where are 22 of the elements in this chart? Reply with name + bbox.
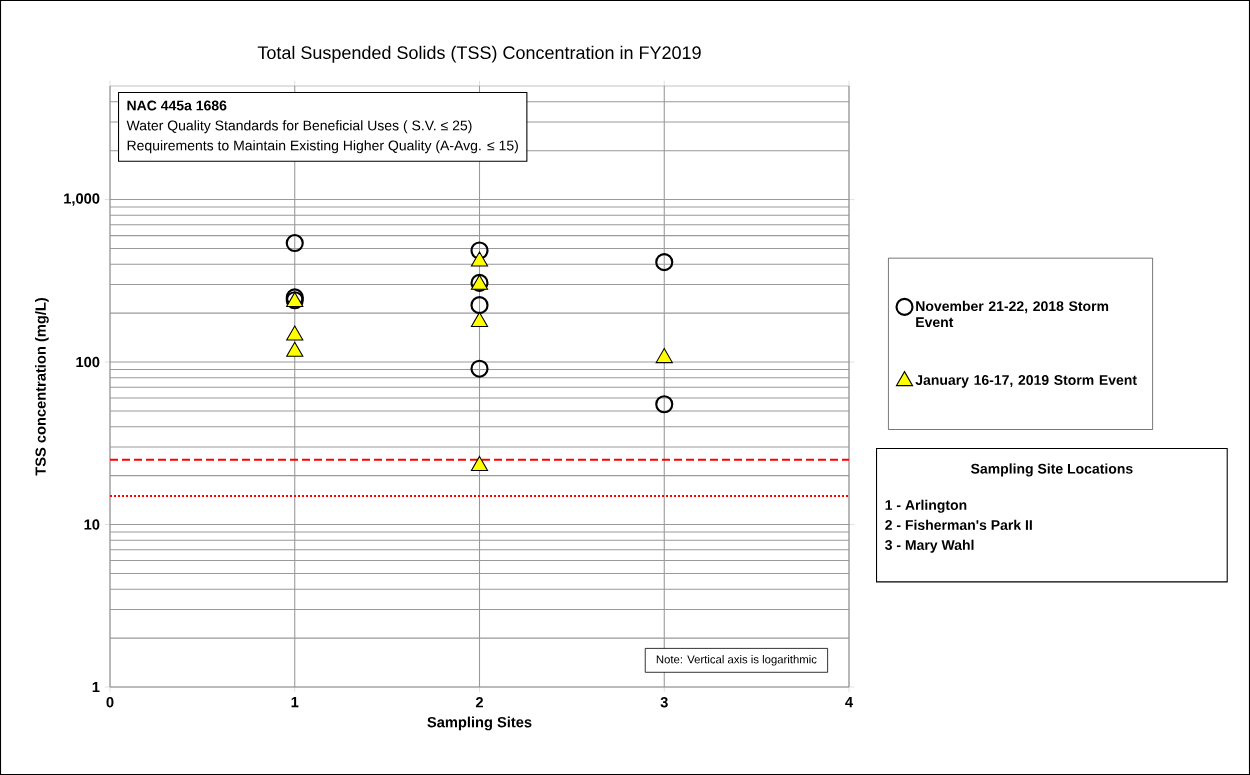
- y-axis-title: TSS concentration (mg/L): [35, 298, 49, 476]
- legend-label: November 21-22, 2018 Storm Event: [916, 300, 1109, 328]
- text: Sampling Site Locations: [970, 463, 1133, 477]
- text: 1 - Arlington: [885, 499, 967, 513]
- text: 3 - Mary Wahl: [885, 539, 974, 553]
- chart-title: Total Suspended Solids (TSS) Concentration in FY2019: [257, 45, 701, 63]
- annotation: NAC 445a 1686: [127, 100, 227, 111]
- annotation: Water Quality Standards for Beneficial Uses ( S.V. ≤ 25): [126, 120, 472, 134]
- x-tick-label: 1: [291, 697, 299, 708]
- y-tick-label: 1: [92, 681, 100, 693]
- annotation: Requirements to Maintain Existing Higher Quality (A-Avg. ≤ 15): [127, 140, 518, 154]
- legend-label: January 16-17, 2019 Storm Event: [915, 375, 1137, 388]
- x-tick-label: 0: [106, 697, 114, 708]
- y-tick-label: 1,000: [64, 193, 100, 206]
- x-axis-title: Sampling Sites: [427, 716, 532, 731]
- text: 2 - Fisherman's Park II: [885, 519, 1032, 530]
- y-tick-label: 10: [84, 519, 100, 530]
- x-tick-label: 3: [660, 697, 668, 708]
- x-tick-label: 2: [475, 697, 483, 708]
- y-tick-label: 100: [76, 356, 100, 368]
- x-tick-label: 4: [845, 697, 853, 708]
- annotation: Note: Vertical axis is logarithmic: [656, 655, 817, 666]
